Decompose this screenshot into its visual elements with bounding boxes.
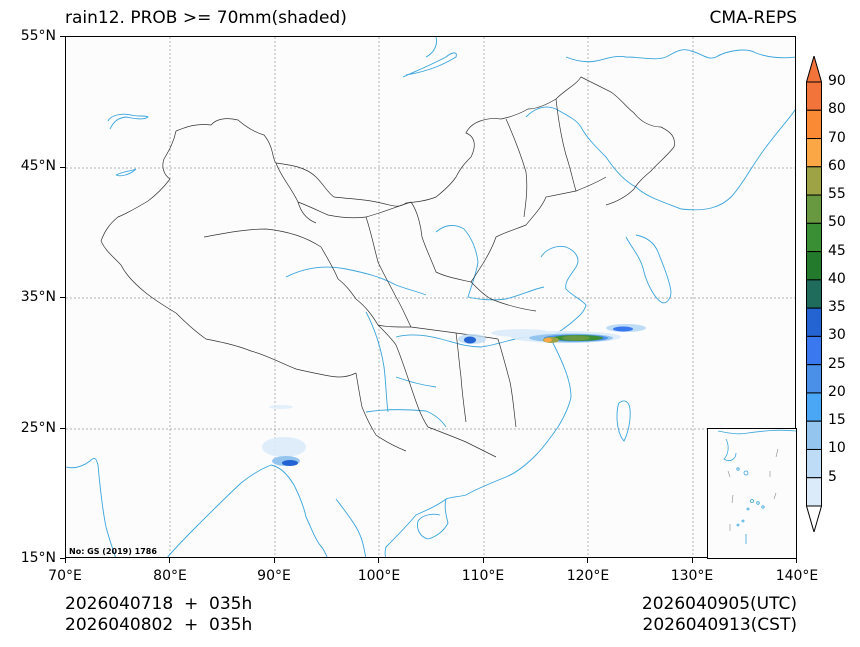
precip-prob-shading: [262, 324, 646, 466]
x-tickmark: [587, 558, 588, 563]
model-name: CMA-REPS: [709, 8, 797, 28]
x-tickmark: [65, 558, 66, 563]
x-tick-100e: 100°E: [357, 568, 401, 584]
colorbar-level-label: 70: [828, 129, 846, 146]
init-time-cst: 2026040802 + 035h: [65, 615, 253, 635]
x-tick-90e: 90°E: [257, 568, 291, 584]
colorbar-level-label: 10: [828, 440, 846, 457]
south-china-sea-inset: [707, 428, 797, 559]
colorbar-level-label: 20: [828, 383, 846, 400]
x-tickmark: [483, 558, 484, 563]
valid-time-utc: 2026040905(UTC): [641, 594, 797, 614]
colorbar: [805, 54, 823, 534]
map-approval-number: No: GS (2019) 1786: [69, 547, 157, 556]
gridlines: [66, 37, 795, 557]
x-tick-140e: 140°E: [775, 568, 819, 584]
y-tick-35n: 35°N: [20, 289, 56, 305]
y-tick-45n: 45°N: [20, 158, 56, 174]
coastlines-rivers: [66, 37, 795, 557]
x-tickmark: [378, 558, 379, 563]
colorbar-level-label: 90: [828, 73, 846, 89]
x-tickmark: [274, 558, 275, 563]
colorbar-level-label: 60: [828, 157, 846, 174]
x-tick-120e: 120°E: [566, 568, 610, 584]
x-tickmark: [796, 558, 797, 563]
y-tickmark: [60, 297, 65, 298]
y-tick-15n: 15°N: [20, 550, 56, 566]
colorbar-level-label: 80: [828, 101, 846, 118]
map-canvas: [66, 37, 795, 557]
inset-canvas: [717, 429, 796, 544]
colorbar-level-label: 40: [828, 270, 846, 287]
y-tick-55n: 55°N: [20, 28, 56, 44]
chart-title: rain12. PROB >= 70mm(shaded): [65, 8, 347, 28]
provincial-borders: [100, 76, 675, 458]
x-tick-130e: 130°E: [670, 568, 714, 584]
x-tick-70e: 70°E: [48, 568, 82, 584]
map-panel[interactable]: [65, 36, 796, 558]
colorbar-swatches: [805, 54, 823, 534]
x-tickmark: [692, 558, 693, 563]
init-time-utc: 2026040718 + 035h: [65, 594, 253, 614]
valid-time-cst: 2026040913(CST): [642, 615, 797, 635]
colorbar-level-label: 5: [828, 468, 837, 485]
colorbar-level-label: 25: [828, 355, 846, 372]
colorbar-level-label: 30: [828, 327, 846, 344]
y-tick-25n: 25°N: [20, 420, 56, 436]
y-tickmark: [60, 558, 65, 559]
x-tickmark: [169, 558, 170, 563]
colorbar-level-label: 45: [828, 242, 846, 259]
x-tick-110e: 110°E: [461, 568, 505, 584]
colorbar-level-label: 35: [828, 299, 846, 316]
colorbar-level-label: 15: [828, 412, 846, 429]
colorbar-level-label: 50: [828, 214, 846, 231]
y-tickmark: [60, 167, 65, 168]
x-tick-80e: 80°E: [153, 568, 187, 584]
colorbar-level-label: 55: [828, 186, 846, 203]
y-tickmark: [60, 428, 65, 429]
y-tickmark: [60, 36, 65, 37]
